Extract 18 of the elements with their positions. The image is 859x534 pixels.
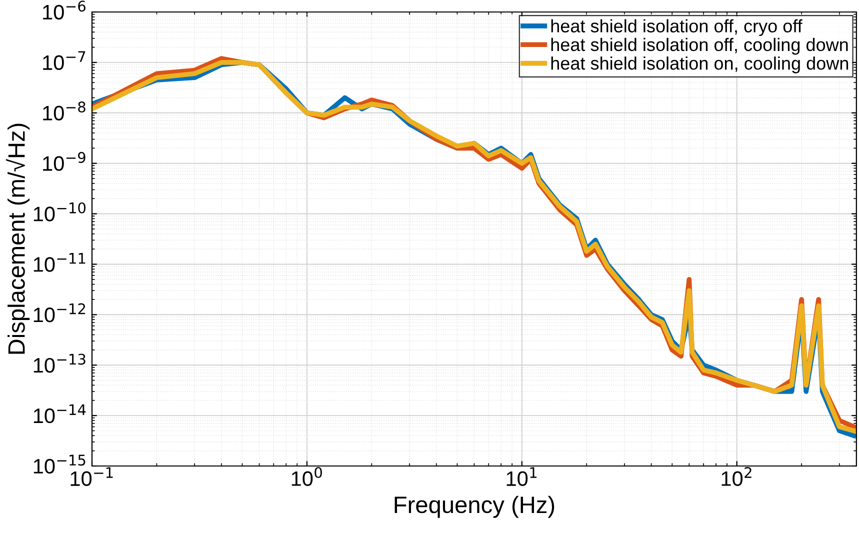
x-tick-label: 10$^{0}$ [292,467,322,486]
y-tick-label: 10$^{−8}$ [43,101,86,120]
legend-label: heat shield isolation on, cooling down [551,56,848,74]
x-tick-label: 10$^{1}$ [506,467,537,486]
x-axis-title: Frequency (Hz) [394,496,554,518]
y-tick-label: 10$^{−13}$ [34,354,86,373]
y-tick-label: 10$^{−12}$ [34,303,86,322]
x-tick-label: 10$^{2}$ [722,467,752,486]
y-axis-title: Displacement (m/√Hz) [6,124,30,354]
y-tick-label: 10$^{−9}$ [43,152,86,171]
y-tick-label: 10$^{−10}$ [34,202,86,222]
y-tick-label: 10$^{−6}$ [43,0,86,20]
legend-label: heat shield isolation off, cooling down [551,38,848,55]
y-tick-label: 10$^{−14}$ [34,404,86,424]
legend-label: heat shield isolation off, cryo off [551,19,802,36]
y-tick-label: 10$^{−7}$ [43,51,86,70]
x-tick-label: 10$^{−1}$ [70,467,113,486]
y-tick-label: 10$^{−11}$ [34,253,86,272]
